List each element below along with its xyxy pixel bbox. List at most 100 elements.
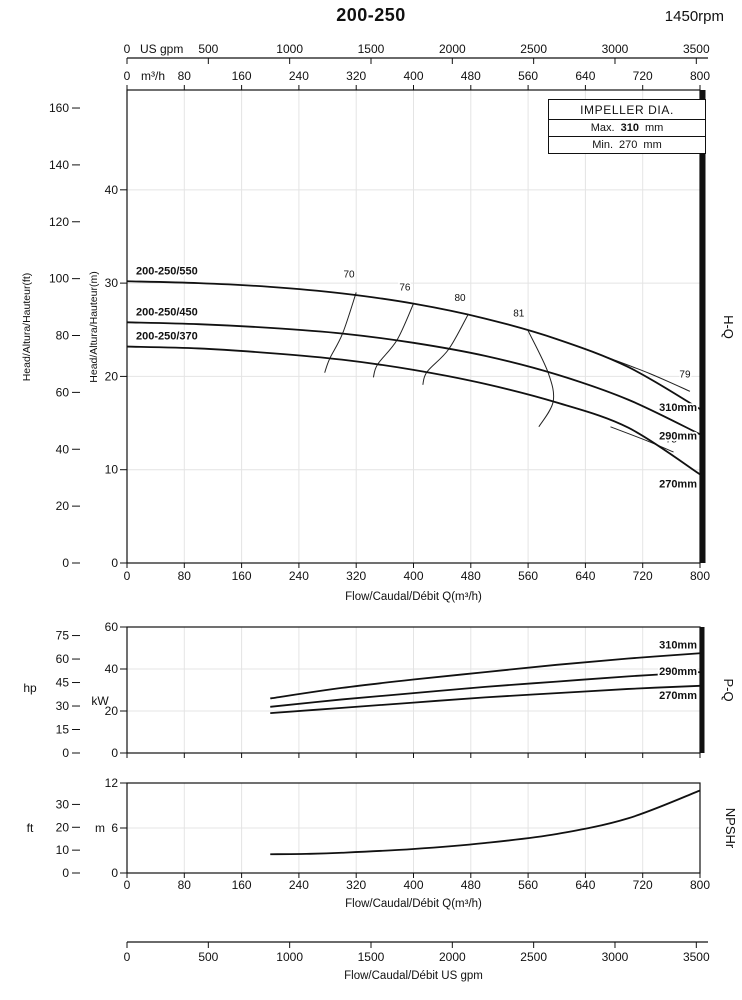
tick-label: 0 [111,746,118,760]
tick-label: 800 [690,878,710,892]
tick-label: 6 [111,821,118,835]
tick-label: 60 [56,385,70,399]
tick-label: 0 [124,69,131,83]
impeller-min-value: 270 [619,139,638,151]
pq-curve-310mm [270,652,701,700]
efficiency-label: 70 [343,270,355,281]
impeller-max-value: 310 [620,122,639,134]
tick-label: 75 [56,629,70,643]
tick-label: 100 [49,272,69,286]
tick-label: 20 [105,704,119,718]
efficiency-label: 79 [679,369,691,380]
pq-curve-290mm [270,671,701,708]
hq-ylabel-m: Head/Altura/Hauteur(m) [88,271,100,382]
tick-label: 12 [105,776,119,790]
tick-label: 320 [346,569,366,583]
pq-ylabel-kw: kW [91,694,109,708]
tick-label: 3000 [602,950,629,964]
hq-curve-270mm [126,345,701,476]
tick-label: 3500 [683,950,710,964]
tick-label: 1500 [358,42,385,56]
tick-label: 400 [403,69,423,83]
diameter-label: 270mm [659,478,697,490]
impeller-dia-box: IMPELLER DIA. Max. 310 mm Min. 270 mm [548,99,706,154]
tick-label: 2000 [439,950,466,964]
tick-label: 240 [289,569,309,583]
efficiency-label: 80 [454,293,466,304]
hq-curve-290mm [126,321,701,436]
impeller-min-row: Min. 270 mm [549,137,705,153]
npsh-xlabel: Flow/Caudal/Débit Q(m³/h) [345,898,482,910]
efficiency-label: 75 [666,435,678,446]
tick-label: 160 [232,69,252,83]
tick-label: 60 [56,652,70,666]
tick-label: 140 [49,158,69,172]
impeller-dia-title: IMPELLER DIA. [549,100,705,120]
tick-label: 80 [178,69,192,83]
tick-label: 480 [461,569,481,583]
efficiency-label: 81 [513,309,525,320]
efficiency-label: 76 [399,283,411,294]
tick-label: 480 [461,878,481,892]
efficiency-contour-75 [610,426,674,453]
tick-label: 3000 [602,42,629,56]
tick-label: 20 [56,499,70,513]
tick-label: 800 [690,69,710,83]
tick-label: 2500 [520,42,547,56]
tick-label: 0 [124,569,131,583]
tick-label: 1500 [358,950,385,964]
tick-label: 720 [633,69,653,83]
tick-label: 640 [575,878,595,892]
npsh-curve [270,789,701,856]
pq-ylabel-hp: hp [23,681,37,695]
efficiency-contour-81 [527,330,555,428]
tick-label: 500 [198,42,218,56]
efficiency-contour-70 [324,292,357,373]
page-title: 200-250 [336,5,406,25]
tick-label: 40 [105,662,119,676]
tick-label: 400 [403,569,423,583]
tick-label: 160 [49,101,69,115]
impeller-max-row: Max. 310 mm [549,120,705,137]
diameter-label: 290mm [659,430,697,442]
series-label: 200-250/550 [136,265,198,277]
tick-label: 2500 [520,950,547,964]
tick-label: 10 [56,843,70,857]
diameter-label: 270mm [659,690,697,702]
tick-label: 2000 [439,42,466,56]
tick-label: 0 [111,866,118,880]
tick-label: 560 [518,69,538,83]
efficiency-contour-76 [372,303,414,378]
tick-label: 20 [56,820,70,834]
tick-label: 640 [575,69,595,83]
tick-label: 30 [56,699,70,713]
hq-xlabel: Flow/Caudal/Débit Q(m³/h) [345,591,482,603]
impeller-max-label: Max. [590,122,615,134]
npsh-ylabel-ft: ft [27,821,34,835]
tick-label: 0 [111,556,118,570]
diameter-label: 310mm [659,402,697,414]
tick-label: 0 [124,878,131,892]
series-label: 200-250/450 [136,306,198,318]
tick-label: 20 [105,369,119,383]
tick-label: 160 [232,878,252,892]
tick-label: 500 [198,950,218,964]
m3h-unit-label: m³/h [141,69,165,83]
tick-label: 45 [56,676,70,690]
tick-label: 240 [289,878,309,892]
tick-label: 560 [518,878,538,892]
tick-label: 720 [633,569,653,583]
tick-label: 1000 [276,42,303,56]
tick-label: 30 [105,276,119,290]
tick-label: 0 [124,42,131,56]
tick-label: 60 [105,620,119,634]
tick-label: 560 [518,569,538,583]
tick-label: 480 [461,69,481,83]
impeller-max-unit: mm [644,122,664,134]
npsh-side-label: NPSHr [723,808,738,849]
efficiency-contour-80 [422,314,469,385]
gpm-bottom-axis-label: Flow/Caudal/Débit US gpm [344,970,483,982]
hq-curve-310mm [126,280,701,410]
tick-label: 40 [56,442,70,456]
